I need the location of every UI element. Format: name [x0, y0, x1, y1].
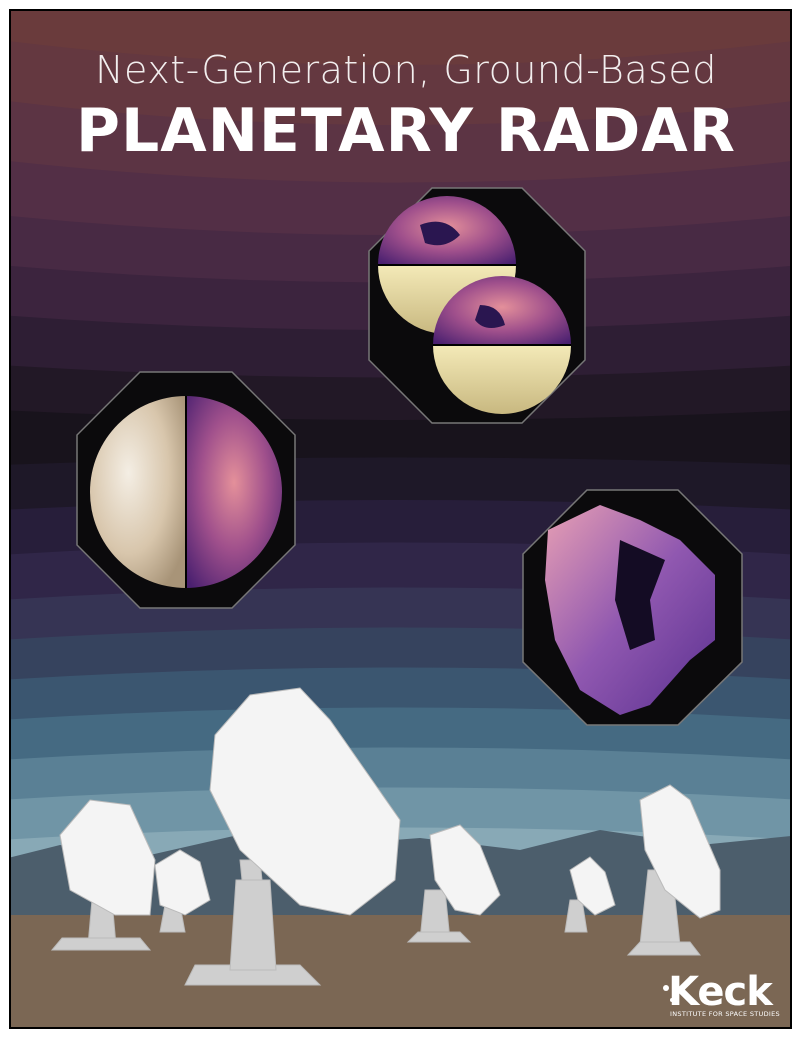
subtitle: Next-Generation, Ground-Based	[95, 48, 717, 92]
octagon-right	[523, 490, 742, 725]
logo-name: Keck	[668, 969, 774, 1015]
logo-tagline: INSTITUTE FOR SPACE STUDIES	[670, 1010, 780, 1018]
shape	[408, 932, 470, 942]
shape	[628, 942, 700, 955]
shape	[230, 880, 276, 970]
cover: Next-Generation, Ground-Based PLANETARY …	[0, 0, 801, 1038]
keck-logo: Keck INSTITUTE FOR SPACE STUDIES	[663, 969, 780, 1018]
title: PLANETARY RADAR	[76, 96, 736, 166]
shape	[52, 938, 150, 950]
octagon-center	[369, 188, 585, 423]
octagon-left	[77, 372, 295, 608]
